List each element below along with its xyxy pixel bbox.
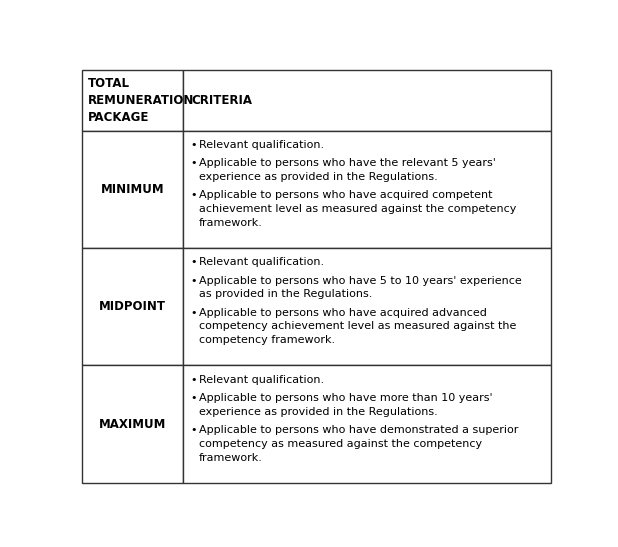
Text: •: •: [190, 190, 197, 200]
Text: CRITERIA: CRITERIA: [192, 94, 253, 107]
Text: Applicable to persons who have acquired competent: Applicable to persons who have acquired …: [199, 190, 493, 200]
Text: competency as measured against the competency: competency as measured against the compe…: [199, 439, 482, 449]
Bar: [82, 365, 183, 482]
Text: •: •: [190, 140, 197, 150]
Text: framework.: framework.: [199, 452, 263, 463]
Text: Relevant qualification.: Relevant qualification.: [199, 375, 324, 385]
Bar: [183, 248, 551, 365]
Text: Relevant qualification.: Relevant qualification.: [199, 258, 324, 267]
Text: Applicable to persons who have 5 to 10 years' experience: Applicable to persons who have 5 to 10 y…: [199, 276, 522, 286]
Text: experience as provided in the Regulations.: experience as provided in the Regulation…: [199, 406, 438, 417]
Text: •: •: [190, 393, 197, 403]
Text: •: •: [190, 158, 197, 168]
Text: •: •: [190, 425, 197, 435]
Text: experience as provided in the Regulations.: experience as provided in the Regulation…: [199, 172, 438, 182]
Bar: [183, 131, 551, 248]
Text: Applicable to persons who have more than 10 years': Applicable to persons who have more than…: [199, 393, 493, 403]
Bar: [183, 70, 551, 131]
Text: competency achievement level as measured against the: competency achievement level as measured…: [199, 322, 516, 331]
Text: achievement level as measured against the competency: achievement level as measured against th…: [199, 204, 516, 214]
Text: framework.: framework.: [199, 218, 263, 228]
Text: Applicable to persons who have acquired advanced: Applicable to persons who have acquired …: [199, 307, 486, 318]
Text: Applicable to persons who have demonstrated a superior: Applicable to persons who have demonstra…: [199, 425, 518, 435]
Text: as provided in the Regulations.: as provided in the Regulations.: [199, 289, 372, 299]
Bar: [82, 70, 183, 131]
Text: •: •: [190, 258, 197, 267]
Text: TOTAL
REMUNERATION
PACKAGE: TOTAL REMUNERATION PACKAGE: [88, 77, 194, 124]
Bar: [82, 131, 183, 248]
Text: Relevant qualification.: Relevant qualification.: [199, 140, 324, 150]
Bar: [183, 365, 551, 482]
Bar: [82, 248, 183, 365]
Text: Applicable to persons who have the relevant 5 years': Applicable to persons who have the relev…: [199, 158, 496, 168]
Text: MAXIMUM: MAXIMUM: [99, 417, 166, 430]
Text: •: •: [190, 276, 197, 286]
Text: MIDPOINT: MIDPOINT: [99, 300, 166, 313]
Text: •: •: [190, 307, 197, 318]
Text: competency framework.: competency framework.: [199, 335, 335, 345]
Text: •: •: [190, 375, 197, 385]
Text: MINIMUM: MINIMUM: [101, 183, 164, 196]
